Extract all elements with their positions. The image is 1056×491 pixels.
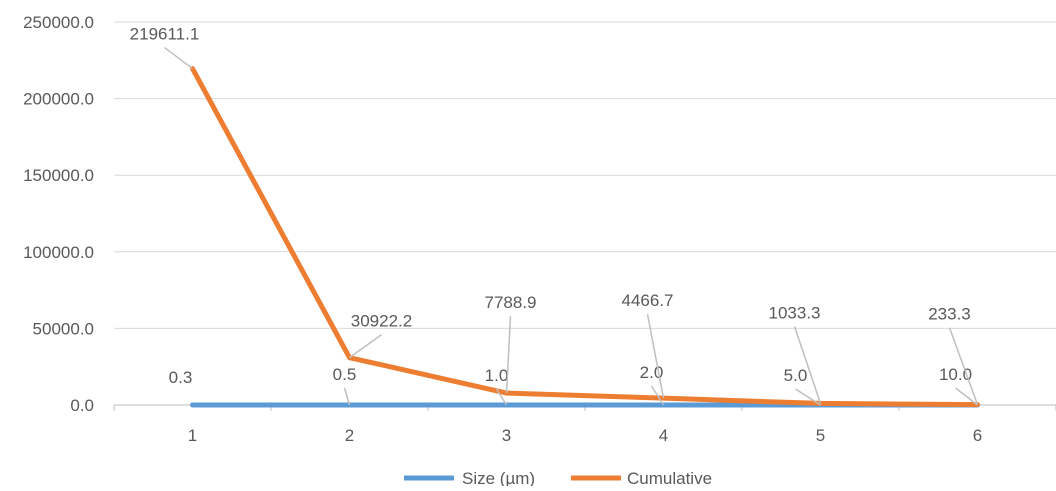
x-tick-label: 6 xyxy=(973,426,982,445)
y-tick-label: 150000.0 xyxy=(23,166,94,185)
data-label-leader xyxy=(345,388,350,405)
y-tick-label: 200000.0 xyxy=(23,90,94,109)
x-tick-label: 3 xyxy=(502,426,511,445)
data-label-leader xyxy=(350,335,382,358)
data-label: 219611.1 xyxy=(130,25,200,44)
x-tick-label: 5 xyxy=(816,426,825,445)
data-label: 1.0 xyxy=(485,366,509,385)
x-tick-label: 2 xyxy=(345,426,354,445)
data-label-leader xyxy=(165,48,193,69)
x-tick-label: 4 xyxy=(659,426,668,445)
data-label: 233.3 xyxy=(928,305,971,324)
series-line-cumulative xyxy=(193,69,978,405)
data-label: 5.0 xyxy=(784,366,808,385)
legend-label-size: Size (µm) xyxy=(462,469,535,486)
y-tick-label: 50000.0 xyxy=(33,319,94,338)
data-label-leader xyxy=(795,326,821,403)
y-tick-label: 100000.0 xyxy=(23,243,94,262)
data-label: 4466.7 xyxy=(622,291,674,310)
data-label: 0.5 xyxy=(333,365,357,384)
data-label-leader xyxy=(648,314,664,398)
y-tick-label: 0.0 xyxy=(70,396,94,415)
data-label-leader xyxy=(507,316,511,393)
x-tick-label: 1 xyxy=(188,426,197,445)
data-label: 0.3 xyxy=(169,368,193,387)
data-label: 1033.3 xyxy=(769,303,821,322)
data-label: 30922.2 xyxy=(351,312,412,331)
legend-label-cumulative: Cumulative xyxy=(627,469,712,486)
y-tick-label: 250000.0 xyxy=(23,13,94,32)
data-label: 7788.9 xyxy=(485,293,537,312)
